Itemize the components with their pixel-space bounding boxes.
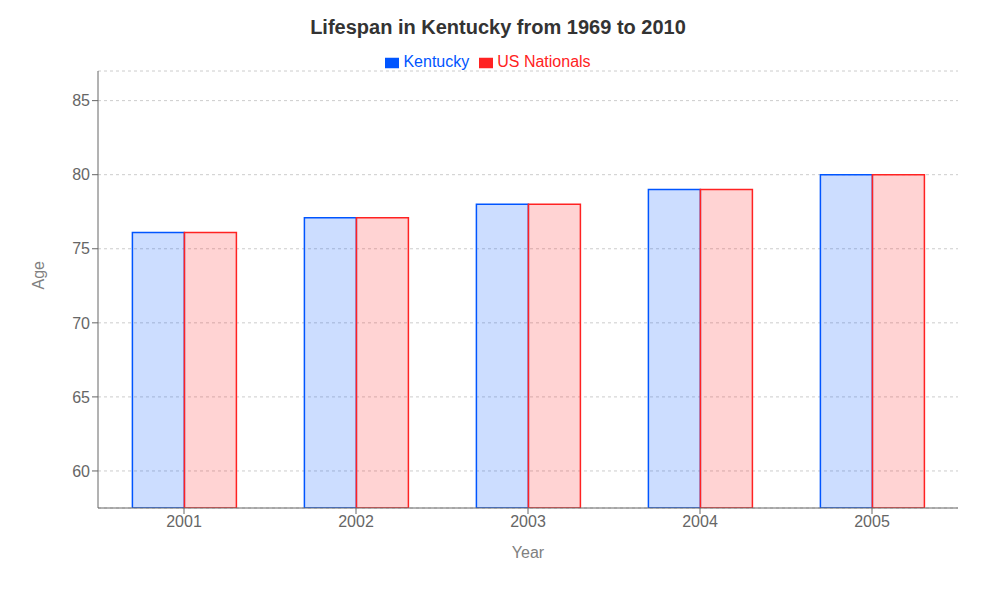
svg-text:75: 75 xyxy=(72,240,90,257)
html-text:US Nationals: US Nationals xyxy=(497,53,591,70)
svg-text:2003: 2003 xyxy=(510,513,546,530)
svg-text:85: 85 xyxy=(72,92,90,109)
svg-text:70: 70 xyxy=(72,315,90,332)
svg-text:80: 80 xyxy=(72,166,90,183)
svg-text:2004: 2004 xyxy=(682,513,718,530)
svg-text:Age: Age xyxy=(30,261,47,290)
svg-text:65: 65 xyxy=(72,389,90,406)
svg-text:2002: 2002 xyxy=(338,513,374,530)
svg-text:60: 60 xyxy=(72,463,90,480)
svg-text:2001: 2001 xyxy=(166,513,202,530)
html-text:Kentucky: Kentucky xyxy=(403,53,470,70)
svg-text:2005: 2005 xyxy=(854,513,890,530)
svg-text:Year: Year xyxy=(512,544,545,561)
html-text:Lifespan in Kentucky from 1969: Lifespan in Kentucky from 1969 to 2010 xyxy=(310,16,686,38)
